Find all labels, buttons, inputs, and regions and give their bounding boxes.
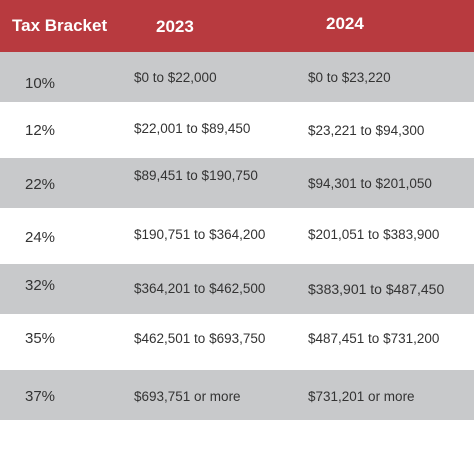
table-header: Tax Bracket 2023 2024 xyxy=(0,0,474,52)
rate-cell: 10% xyxy=(25,75,56,92)
header-tax-bracket: Tax Bracket xyxy=(12,16,108,35)
range-2023-cell: $89,451 to $190,750 xyxy=(134,168,258,183)
header-2024: 2024 xyxy=(326,14,364,33)
range-2023-cell: $693,751 or more xyxy=(134,389,241,404)
table-row: 32% $364,201 to $462,500 $383,901 to $48… xyxy=(0,264,474,314)
rate-cell: 24% xyxy=(25,229,56,246)
table-row: 24% $190,751 to $364,200 $201,051 to $38… xyxy=(0,211,474,261)
rate-cell: 32% xyxy=(25,277,56,294)
rate-cell: 37% xyxy=(25,388,56,405)
table-row: 10% $0 to $22,000 $0 to $23,220 xyxy=(0,52,474,102)
range-2023-cell: $22,001 to $89,450 xyxy=(134,121,251,136)
range-2023-cell: $462,501 to $693,750 xyxy=(134,331,266,346)
range-2024-cell: $487,451 to $731,200 xyxy=(308,331,440,346)
range-2024-cell: $383,901 to $487,450 xyxy=(308,281,445,297)
range-2024-cell: $731,201 or more xyxy=(308,389,415,404)
rate-cell: 12% xyxy=(25,122,56,139)
rate-cell: 22% xyxy=(25,176,56,193)
range-2024-cell: $23,221 to $94,300 xyxy=(308,123,425,138)
table-row: 12% $22,001 to $89,450 $23,221 to $94,30… xyxy=(0,105,474,155)
range-2023-cell: $364,201 to $462,500 xyxy=(134,281,266,296)
header-2023: 2023 xyxy=(156,17,194,36)
range-2024-cell: $201,051 to $383,900 xyxy=(308,227,440,242)
range-2023-cell: $190,751 to $364,200 xyxy=(134,227,266,242)
rate-cell: 35% xyxy=(25,330,56,347)
range-2023-cell: $0 to $22,000 xyxy=(134,70,217,85)
table-row: 22% $89,451 to $190,750 $94,301 to $201,… xyxy=(0,158,474,208)
table-row: 35% $462,501 to $693,750 $487,451 to $73… xyxy=(0,317,474,367)
table-row: 37% $693,751 or more $731,201 or more xyxy=(0,370,474,420)
range-2024-cell: $94,301 to $201,050 xyxy=(308,176,432,191)
range-2024-cell: $0 to $23,220 xyxy=(308,70,391,85)
